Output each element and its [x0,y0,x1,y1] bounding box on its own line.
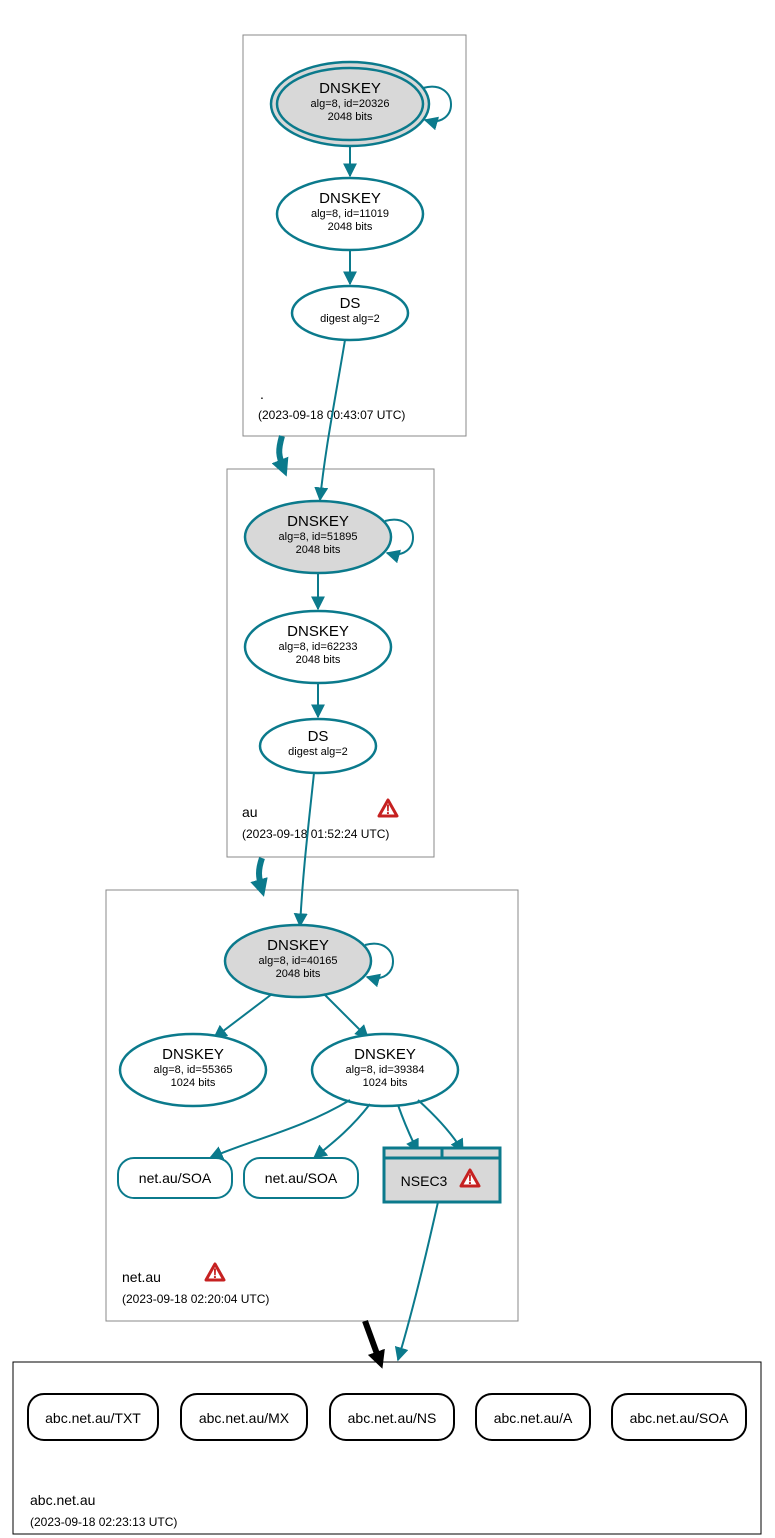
zone-netau-ts: (2023-09-18 02:20:04 UTC) [122,1292,269,1306]
rec-soa: abc.net.au/SOA [630,1410,730,1426]
rec-a: abc.net.au/A [494,1410,573,1426]
rec-mx: abc.net.au/MX [199,1410,290,1426]
svg-text:2048 bits: 2048 bits [328,111,373,123]
svg-text:2048 bits: 2048 bits [296,654,341,666]
node-root-ksk: DNSKEY alg=8, id=20326 2048 bits [271,62,429,146]
dnssec-chain-diagram: . (2023-09-18 00:43:07 UTC) DNSKEY alg=8… [0,0,775,1538]
svg-text:alg=8, id=62233: alg=8, id=62233 [279,641,358,653]
node-netau-zsk1: DNSKEY alg=8, id=55365 1024 bits [120,1034,266,1106]
svg-text:1024 bits: 1024 bits [363,1077,408,1089]
zone-abc-name: abc.net.au [30,1492,95,1508]
svg-text:!: ! [386,801,391,817]
node-netau-nsec3: NSEC3 ! [384,1148,500,1202]
svg-text:2048 bits: 2048 bits [296,544,341,556]
svg-text:alg=8, id=55365: alg=8, id=55365 [154,1064,233,1076]
svg-text:alg=8, id=11019: alg=8, id=11019 [311,208,389,220]
svg-text:2048 bits: 2048 bits [328,221,373,233]
node-netau-zsk2: DNSKEY alg=8, id=39384 1024 bits [312,1034,458,1106]
zone-netau-name: net.au [122,1269,161,1285]
rec-txt: abc.net.au/TXT [45,1410,141,1426]
svg-text:DNSKEY: DNSKEY [162,1046,224,1063]
node-root-ds: DS digest alg=2 [292,286,408,340]
zone-au-name: au [242,804,258,820]
svg-text:DNSKEY: DNSKEY [319,190,381,207]
zone-netau: net.au (2023-09-18 02:20:04 UTC) ! DNSKE… [106,773,518,1321]
svg-text:DNSKEY: DNSKEY [267,937,329,954]
svg-text:DS: DS [340,295,361,312]
zone-au-ts: (2023-09-18 01:52:24 UTC) [242,827,389,841]
node-netau-soa2: net.au/SOA [265,1170,338,1186]
node-netau-ksk: DNSKEY alg=8, id=40165 2048 bits [225,925,371,997]
svg-text:alg=8, id=40165: alg=8, id=40165 [259,955,338,967]
svg-text:DS: DS [308,728,329,745]
node-root-zsk: DNSKEY alg=8, id=11019 2048 bits [277,178,423,250]
svg-text:digest alg=2: digest alg=2 [288,746,348,758]
svg-text:1024 bits: 1024 bits [171,1077,216,1089]
zone-root-name: . [260,386,264,402]
svg-text:!: ! [213,1265,218,1281]
warning-icon: ! [206,1264,224,1281]
node-au-zsk: DNSKEY alg=8, id=62233 2048 bits [245,611,391,683]
warning-icon: ! [379,800,397,817]
svg-text:DNSKEY: DNSKEY [354,1046,416,1063]
node-au-ds: DS digest alg=2 [260,719,376,773]
zone-abc-ts: (2023-09-18 02:23:13 UTC) [30,1515,177,1529]
svg-text:DNSKEY: DNSKEY [287,513,349,530]
node-au-ksk: DNSKEY alg=8, id=51895 2048 bits [245,501,391,573]
svg-text:NSEC3: NSEC3 [401,1173,448,1189]
svg-text:DNSKEY: DNSKEY [319,80,381,97]
rec-ns: abc.net.au/NS [348,1410,437,1426]
svg-text:2048 bits: 2048 bits [276,968,321,980]
zone-abc: abc.net.au (2023-09-18 02:23:13 UTC) abc… [13,1202,761,1534]
svg-text:digest alg=2: digest alg=2 [320,313,380,325]
svg-text:!: ! [468,1171,473,1187]
svg-text:alg=8, id=51895: alg=8, id=51895 [279,531,358,543]
zone-root: . (2023-09-18 00:43:07 UTC) DNSKEY alg=8… [243,35,466,436]
svg-text:alg=8, id=20326: alg=8, id=20326 [311,98,390,110]
svg-text:DNSKEY: DNSKEY [287,623,349,640]
node-netau-soa1: net.au/SOA [139,1170,212,1186]
svg-text:alg=8, id=39384: alg=8, id=39384 [346,1064,425,1076]
